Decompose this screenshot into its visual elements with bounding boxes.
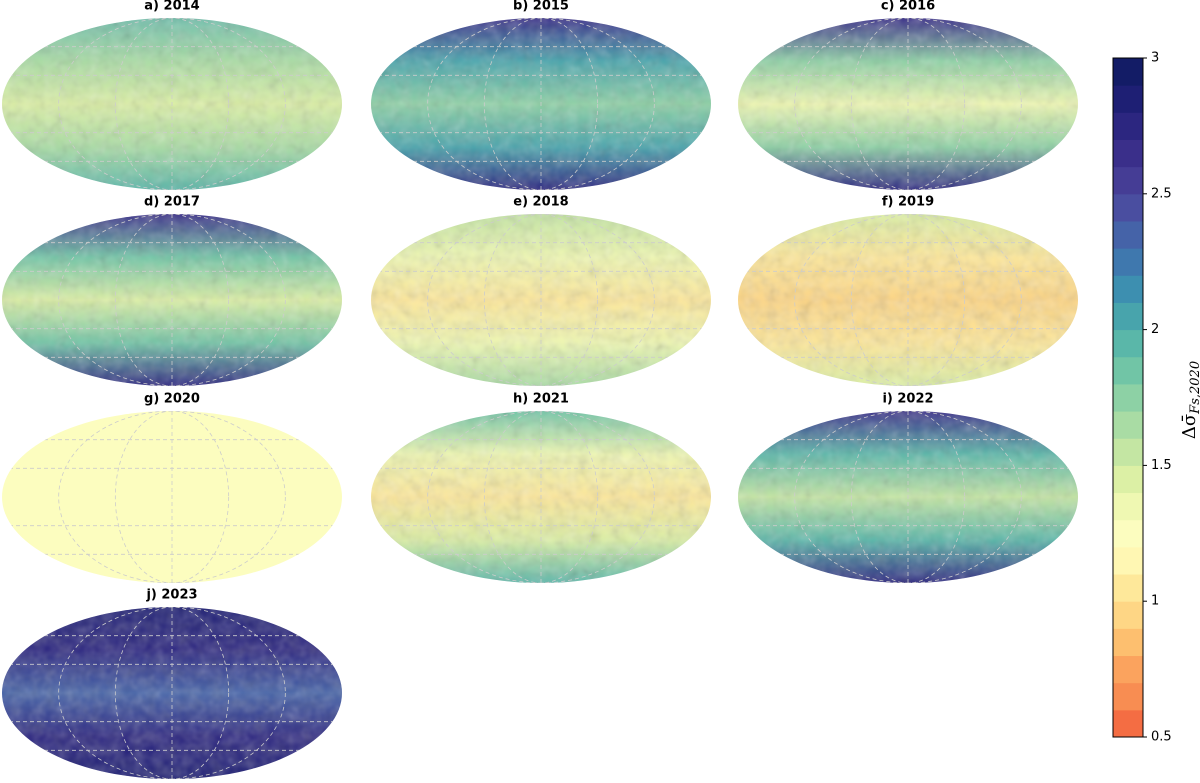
meridian <box>58 607 286 779</box>
panel-title: d) 2017 <box>144 195 200 210</box>
colorbar-tick-label: 0.5 <box>1151 730 1172 745</box>
colorbar-level <box>1113 438 1143 466</box>
colorbar-level <box>1113 139 1143 168</box>
colorbar-frame <box>1112 57 1144 738</box>
colorbar-level <box>1113 601 1143 629</box>
panel-title: c) 2016 <box>881 0 935 14</box>
colorbar-level <box>1113 112 1143 140</box>
panel-title: g) 2020 <box>144 392 200 407</box>
colorbar-level <box>1113 302 1143 331</box>
meridian <box>58 214 286 386</box>
map-overlay <box>371 214 711 386</box>
panel-title: b) 2015 <box>513 0 569 14</box>
colorbar-level <box>1113 220 1143 249</box>
map-overlay <box>738 214 1078 386</box>
colorbar-level <box>1113 85 1143 113</box>
colorbar-label-subscript: Fs,2020 <box>1188 361 1200 415</box>
panel-title: i) 2022 <box>882 392 933 407</box>
meridian <box>483 411 599 583</box>
map-overlay <box>738 18 1078 190</box>
meridian <box>794 214 1022 386</box>
colorbar-level <box>1113 682 1143 711</box>
map-overlay <box>2 214 342 386</box>
meridian <box>427 18 655 190</box>
colorbar-level <box>1113 655 1143 684</box>
meridian <box>483 18 599 190</box>
meridian <box>794 18 1022 190</box>
colorbar-level <box>1113 628 1143 657</box>
colorbar-level <box>1113 546 1143 575</box>
meridian <box>427 214 655 386</box>
colorbar-level <box>1113 519 1143 548</box>
panel-title: f) 2019 <box>882 195 934 210</box>
colorbar-label-main: Δσ̄ <box>1179 414 1200 439</box>
meridian <box>483 214 599 386</box>
panel-title: e) 2018 <box>513 195 568 210</box>
panel-title: h) 2021 <box>513 392 569 407</box>
colorbar-level <box>1113 275 1143 303</box>
colorbar-level <box>1113 329 1143 358</box>
map-overlay <box>2 411 342 583</box>
colorbar-level <box>1113 709 1143 738</box>
colorbar-label: Δσ̄Fs,2020 <box>1179 361 1200 439</box>
colorbar-level <box>1113 58 1143 86</box>
colorbar-level <box>1113 492 1143 521</box>
meridian <box>58 18 286 190</box>
colorbar-level <box>1113 356 1143 385</box>
map-overlay <box>2 607 342 779</box>
meridian <box>114 214 230 386</box>
colorbar-level <box>1113 166 1143 195</box>
colorbar-tick-label: 1.5 <box>1151 458 1172 473</box>
meridian <box>114 18 230 190</box>
meridian <box>850 214 966 386</box>
meridian <box>850 18 966 190</box>
colorbar-tick-label: 3 <box>1151 51 1159 66</box>
map-overlay <box>738 411 1078 583</box>
colorbar-level <box>1113 383 1143 412</box>
meridian <box>114 607 230 779</box>
colorbar-tick-label: 1 <box>1151 594 1159 609</box>
colorbar-level <box>1113 411 1143 439</box>
map-overlay <box>2 18 342 190</box>
panel-title: j) 2023 <box>145 588 197 603</box>
meridian <box>58 411 286 583</box>
map-overlay <box>371 411 711 583</box>
meridian <box>114 411 230 583</box>
meridian <box>427 411 655 583</box>
meridian <box>794 411 1022 583</box>
colorbar-level <box>1113 193 1143 222</box>
meridian <box>850 411 966 583</box>
colorbar-level <box>1113 574 1143 602</box>
colorbar-level <box>1113 465 1143 494</box>
colorbar-tick-label: 2 <box>1151 322 1159 337</box>
panel-title: a) 2014 <box>144 0 199 14</box>
colorbar-tick-label: 2.5 <box>1151 186 1172 201</box>
map-overlay <box>371 18 711 190</box>
colorbar-level <box>1113 248 1143 276</box>
